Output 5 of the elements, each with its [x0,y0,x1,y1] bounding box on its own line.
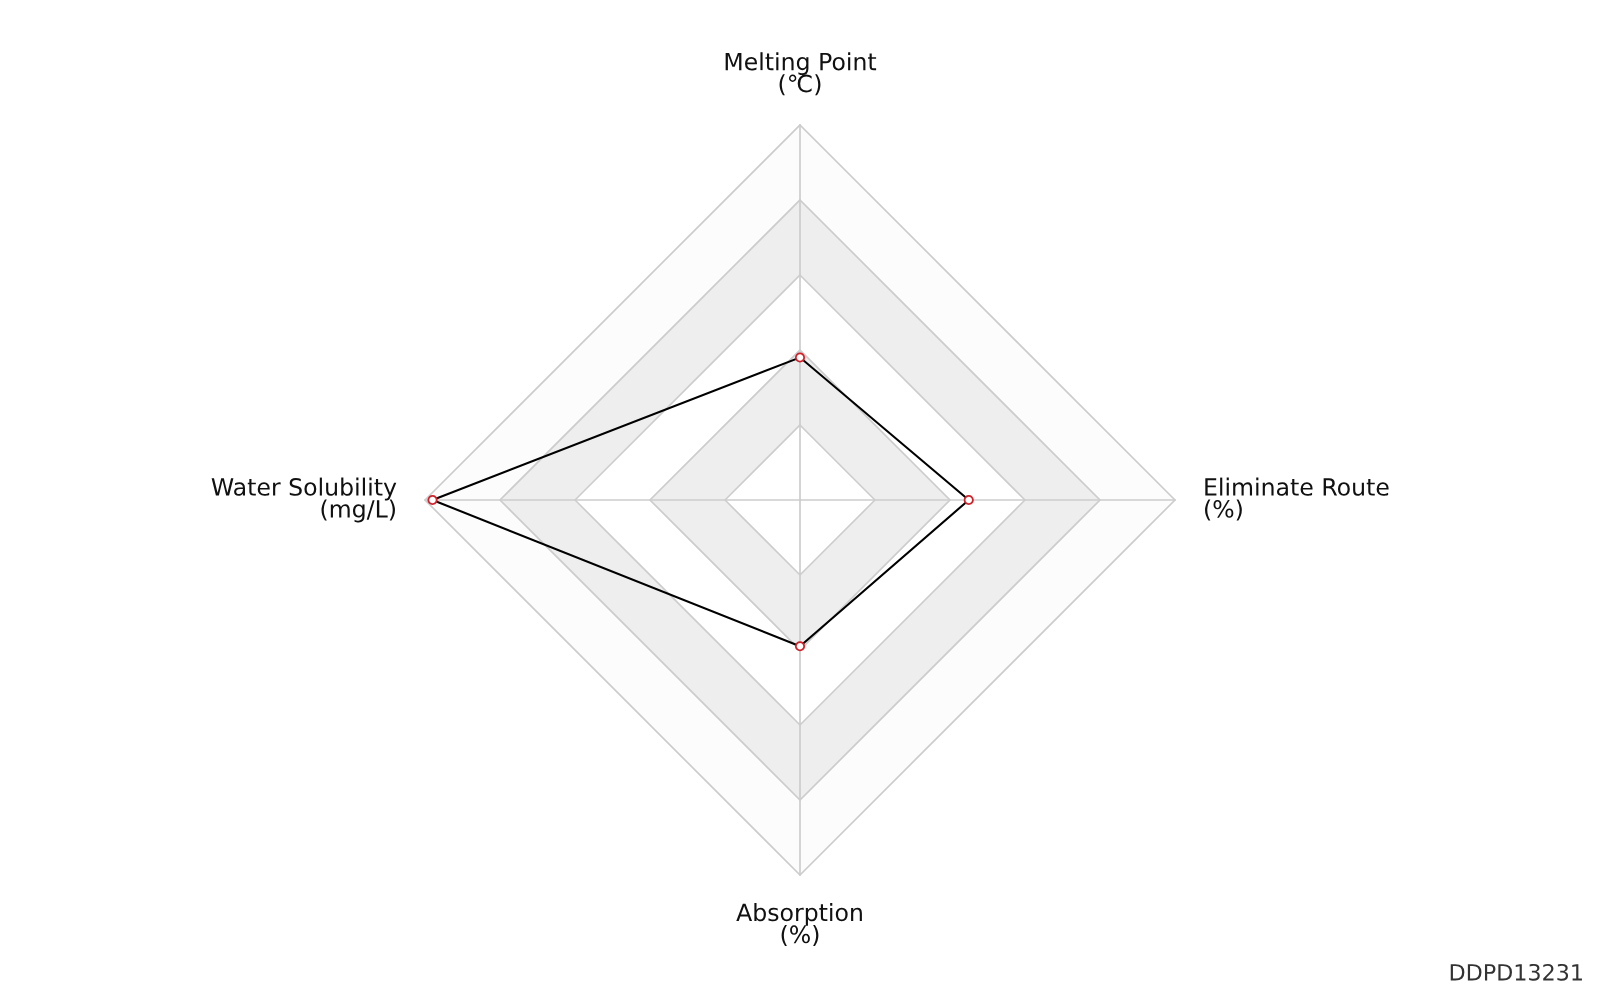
spoke-label: Eliminate Route (%) [1205,477,1389,521]
spoke-label: Absorption (%) [736,903,862,947]
text: DDPD13231 [1450,963,1582,981]
spoke-label: Water Solubility (mg/L) [211,477,397,523]
spoke-label: Melting Point (℃) [725,52,877,96]
